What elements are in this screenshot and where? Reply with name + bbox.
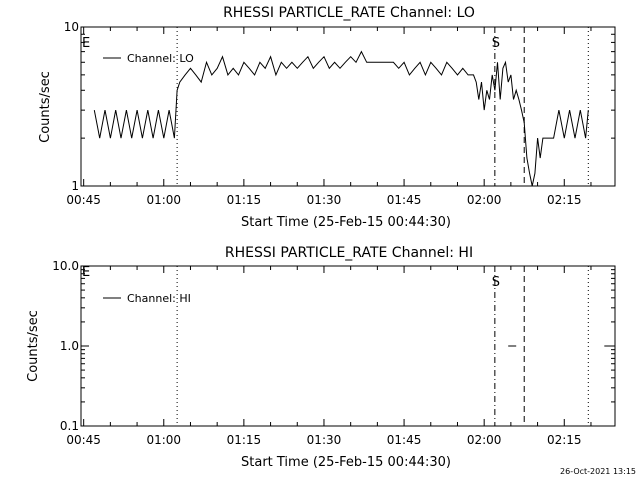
marker-label: S	[492, 275, 500, 290]
x-tick-label: 02:15	[547, 433, 582, 447]
x-tick-label: 01:15	[227, 433, 262, 447]
x-tick-label: 00:45	[66, 193, 101, 207]
x-tick-label: 01:45	[387, 193, 422, 207]
x-tick-label: 02:00	[467, 193, 502, 207]
y-tick-label: 0.1	[60, 419, 79, 433]
x-tick-label: 01:30	[307, 433, 342, 447]
x-tick-label: 01:00	[146, 193, 181, 207]
x-tick-label: 00:45	[66, 433, 101, 447]
y-tick-label: 10	[64, 20, 79, 34]
y-axis-label: Counts/sec	[26, 310, 41, 382]
data-series	[93, 50, 589, 187]
chart-title: RHESSI PARTICLE_RATE Channel: HI	[225, 245, 473, 261]
x-tick-label: 01:30	[307, 193, 342, 207]
legend-label: Channel: HI	[127, 292, 191, 305]
legend-label: Channel: LO	[127, 52, 194, 65]
y-tick-label: 1	[71, 179, 79, 193]
axis-ticks: 00:45 01:00 01:15 01:30 01:45 02:00 02:15 1 10	[64, 20, 615, 207]
x-tick-label: 01:45	[387, 433, 422, 447]
event-markers: S	[176, 27, 589, 186]
x-tick-label: 01:15	[227, 193, 262, 207]
chart-panel-hi: RHESSI PARTICLE_RATE Channel: HI Counts/…	[26, 245, 616, 470]
x-tick-label: 02:15	[547, 193, 582, 207]
x-tick-label: 01:00	[146, 433, 181, 447]
y-tick-label: 1.0	[60, 339, 79, 353]
plot-frame	[80, 265, 616, 427]
y-tick-label: 10.0	[52, 259, 79, 273]
axis-ticks: 00:45 01:00 01:15 01:30 01:45 02:00 02:15 0.1 1.…	[52, 259, 615, 447]
chart-panel-lo: RHESSI PARTICLE_RATE Channel: LO Counts/…	[38, 5, 616, 230]
x-axis-label: Start Time (25-Feb-15 00:44:30)	[241, 215, 451, 230]
series-line	[93, 50, 589, 187]
event-markers: S	[176, 266, 589, 426]
x-axis-label: Start Time (25-Feb-15 00:44:30)	[241, 455, 451, 470]
plot-frame	[80, 26, 616, 187]
footer-timestamp: 26-Oct-2021 13:15	[560, 467, 636, 476]
y-axis-label: Counts/sec	[38, 71, 53, 143]
corner-label-e: E	[82, 265, 90, 280]
x-tick-label: 02:00	[467, 433, 502, 447]
marker-label: S	[492, 36, 500, 51]
chart-title: RHESSI PARTICLE_RATE Channel: LO	[223, 5, 475, 21]
corner-label-e: E	[82, 36, 90, 51]
